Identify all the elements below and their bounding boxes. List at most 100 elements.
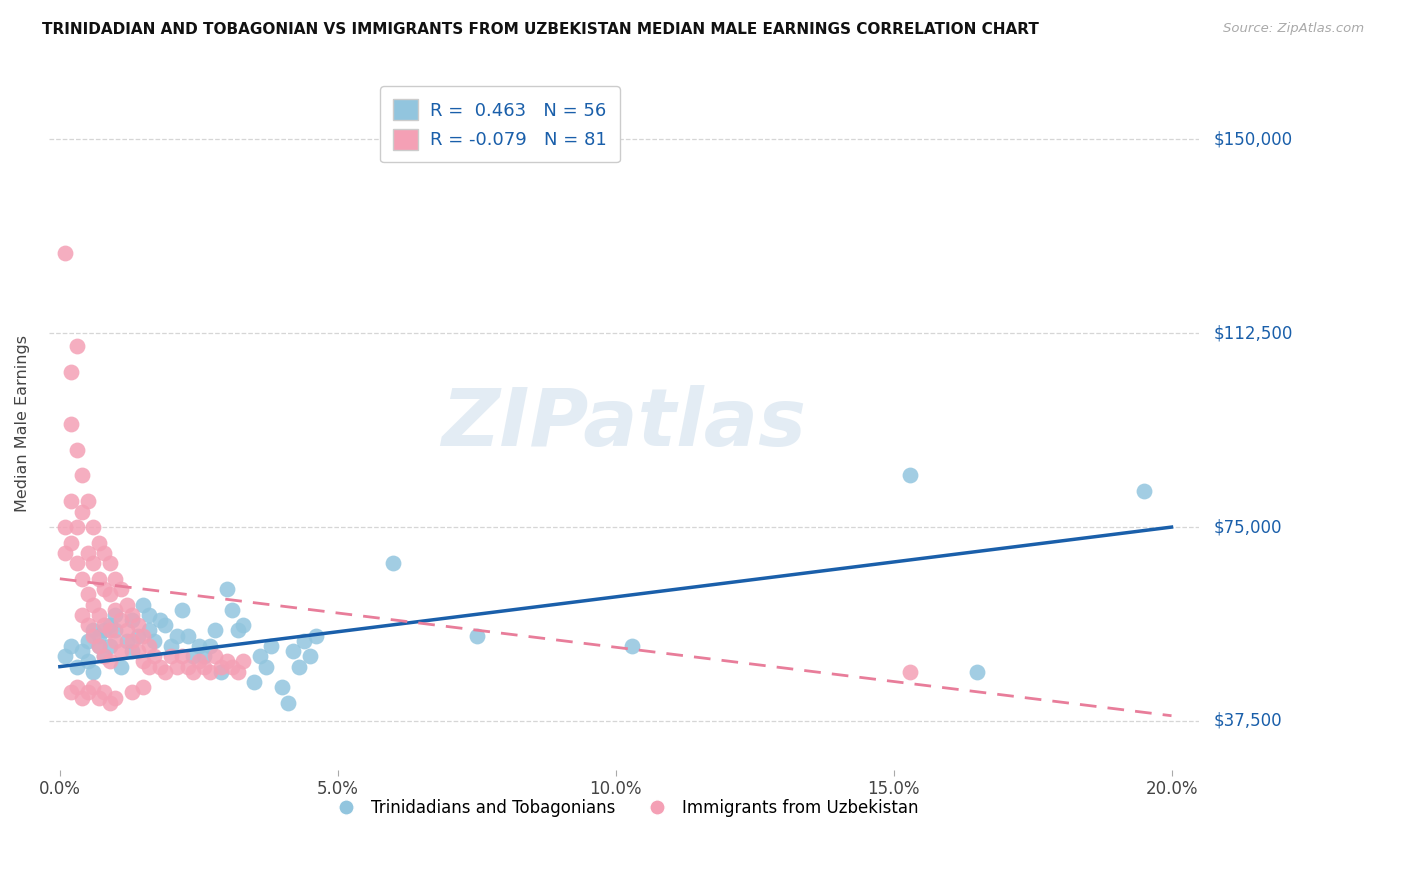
Point [966,665,988,679]
Point [121,607,143,622]
Point [215,655,238,669]
Point [76,587,98,601]
Point [115,598,138,612]
Point [149,659,172,673]
Point [127,618,149,632]
Point [132,681,155,695]
Point [55,246,77,260]
Point [304,629,326,643]
Point [226,665,249,679]
Point [132,598,155,612]
Point [193,659,215,673]
Point [93,649,115,664]
Point [898,468,921,483]
Point [65,339,87,353]
Point [177,659,200,673]
Point [59,639,82,653]
Point [121,685,143,699]
Point [110,613,132,627]
Text: $37,500: $37,500 [1213,712,1282,730]
Point [76,633,98,648]
Point [277,696,299,710]
Point [82,629,104,643]
Point [55,520,77,534]
Point [55,546,77,560]
Point [181,649,204,664]
Point [70,468,93,483]
Point [138,624,160,638]
Point [82,624,104,638]
Point [166,659,188,673]
Point [87,629,110,643]
Point [465,629,488,643]
Point [143,649,166,664]
Point [70,607,93,622]
Point [65,556,87,570]
Point [177,629,200,643]
Point [254,659,277,673]
Point [193,649,215,664]
Point [249,649,271,664]
Point [110,644,132,658]
Point [55,649,77,664]
Point [104,607,127,622]
Point [87,535,110,549]
Point [82,665,104,679]
Point [198,639,221,653]
Point [260,639,283,653]
Point [104,603,127,617]
Point [172,649,194,664]
Point [226,624,249,638]
Point [187,639,209,653]
Point [271,681,294,695]
Point [98,556,121,570]
Point [87,690,110,705]
Point [1132,483,1154,498]
Point [294,633,316,648]
Point [204,649,226,664]
Point [65,520,87,534]
Point [82,556,104,570]
Point [98,655,121,669]
Point [87,607,110,622]
Text: TRINIDADIAN AND TOBAGONIAN VS IMMIGRANTS FROM UZBEKISTAN MEDIAN MALE EARNINGS CO: TRINIDADIAN AND TOBAGONIAN VS IMMIGRANTS… [42,22,1039,37]
Point [160,639,183,653]
Point [127,644,149,658]
Point [138,639,160,653]
Text: ZIPatlas: ZIPatlas [441,384,807,463]
Text: $112,500: $112,500 [1213,325,1292,343]
Point [70,644,93,658]
Point [138,607,160,622]
Point [65,442,87,457]
Point [76,546,98,560]
Point [70,505,93,519]
Point [93,649,115,664]
Point [160,649,183,664]
Point [115,624,138,638]
Point [76,685,98,699]
Point [87,639,110,653]
Point [104,572,127,586]
Point [104,624,127,638]
Point [104,633,127,648]
Point [132,655,155,669]
Point [59,494,82,508]
Point [209,659,232,673]
Point [132,629,155,643]
Point [93,546,115,560]
Point [155,618,177,632]
Legend: Trinidadians and Tobagonians, Immigrants from Uzbekistan: Trinidadians and Tobagonians, Immigrants… [323,793,925,824]
Point [98,696,121,710]
Point [232,655,254,669]
Point [65,681,87,695]
Point [115,633,138,648]
Point [76,655,98,669]
Point [59,685,82,699]
Text: Source: ZipAtlas.com: Source: ZipAtlas.com [1223,22,1364,36]
Point [93,624,115,638]
Point [65,659,87,673]
Point [166,629,188,643]
Point [283,644,305,658]
Point [127,629,149,643]
Point [155,665,177,679]
